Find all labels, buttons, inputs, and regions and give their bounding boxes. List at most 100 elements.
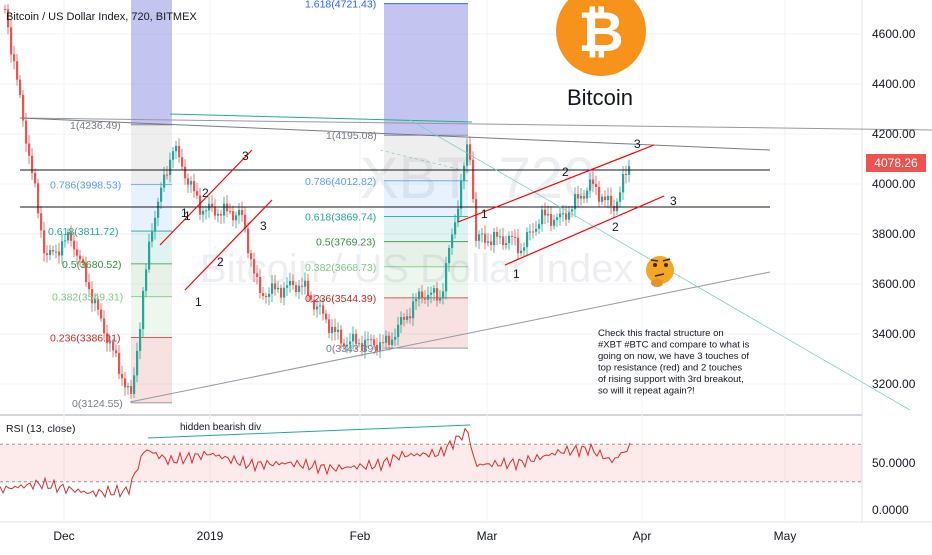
candle-body [490,241,493,245]
candle-body [505,243,508,246]
candle-body [592,179,595,184]
candle-body [169,159,172,176]
candle-body [148,241,151,270]
candle-body [145,269,148,291]
time-tick-label: Mar [477,529,498,543]
candle-body [499,236,502,238]
candle-body [40,213,43,231]
candle-body [547,214,550,216]
fib-left-label: 1(4236.49) [70,120,121,132]
candle-body [493,231,496,245]
candle-body [127,386,130,388]
candle-body [118,353,121,374]
wave-label-right: 1 [481,207,488,221]
candle-body [460,180,463,209]
candle-body [379,342,382,351]
price-axis-labels: 4600.00 4400.00 4200.00 4000.00 3800.00 3600.… [872,27,916,517]
candle-body [553,219,556,226]
candle-body [319,305,322,307]
candle-body [49,249,52,256]
candle-body [202,210,205,215]
candle-body [223,203,226,216]
fib-right-label: 0.786(4012.82) [305,176,376,188]
candle-body [475,199,478,241]
price-tick-label: 3200.00 [872,377,916,391]
candle-body [598,187,601,202]
candle-body [229,211,232,213]
time-tick-label: Apr [633,529,652,543]
rsi-band [0,444,862,482]
wave-label-left: 2 [202,186,209,200]
channel-left-lower [184,199,273,291]
candle-body [178,145,181,158]
candle-body [469,144,472,160]
candle-body [340,329,343,344]
candle-body [88,282,91,290]
candle-body [610,195,613,207]
candle-body [82,259,85,264]
analysis-note: Check this fractal structure on #XBT #BTC… [598,328,750,397]
candle-body [433,288,436,293]
candle-body [583,196,586,199]
candle-body [514,236,517,238]
candle-body [520,250,523,254]
candle-body [55,251,58,253]
rsi-div-trendline-price [169,113,473,123]
fib-zone [384,266,468,298]
candle-body [310,295,313,300]
candle-body [580,196,583,199]
candle-body [574,194,577,210]
bitcoin-logo: ₿ Bitcoin [556,0,646,110]
candle-body [274,283,277,290]
candle-body [316,306,319,310]
candle-body [502,236,505,246]
candle-body [79,255,82,260]
candle-body [157,201,160,218]
candle-body [142,290,145,330]
wave-label-left: 3 [242,149,249,163]
candle-body [115,350,118,354]
candle-body [382,342,385,344]
candle-body [73,240,76,250]
candle-body [133,375,136,394]
candle-body [466,144,469,166]
candle-body [262,293,265,296]
candle-body [424,298,427,300]
time-axis-labels: Dec 2019 Feb Mar Apr May [53,529,796,543]
candle-body [103,318,106,334]
fib-right-label: 0.382(3668.73) [305,262,376,274]
candle-body [535,228,538,232]
price-tick-label: 4400.00 [872,77,916,91]
candle-body [562,213,565,215]
candle-body [526,232,529,248]
candle-body [283,287,286,298]
candle-body [31,155,34,174]
candle-body [331,326,334,334]
candle-body [595,183,598,188]
candle-body [160,187,163,202]
symbol-title[interactable]: Bitcoin / US Dollar Index, 720, BITMEX [6,11,197,23]
candle-body [619,192,622,202]
candle-body [607,195,610,201]
fib-right-label: 1.618(4721.43) [305,0,376,11]
wave-label-left: 3 [260,219,267,233]
resistance-line-lower [19,117,771,151]
candle-body [457,208,460,223]
candle-body [481,233,484,235]
candle-body [124,378,127,388]
rsi-label[interactable]: RSI (13, close) [6,423,75,435]
candle-body [589,179,592,191]
rsi-tick-label: 0.0000 [872,503,909,517]
time-tick-label: Feb [350,529,371,543]
candle-body [52,249,55,252]
candle-body [46,253,49,256]
candle-body [565,213,568,220]
candle-body [427,294,430,300]
candle-body [109,342,112,344]
analysis-note-line: #XBT #BTC and compare to what is [598,340,750,351]
candle-body [220,213,223,216]
candle-body [571,209,574,212]
candle-body [295,285,298,293]
last-price-label: 4078.26 [874,156,918,170]
